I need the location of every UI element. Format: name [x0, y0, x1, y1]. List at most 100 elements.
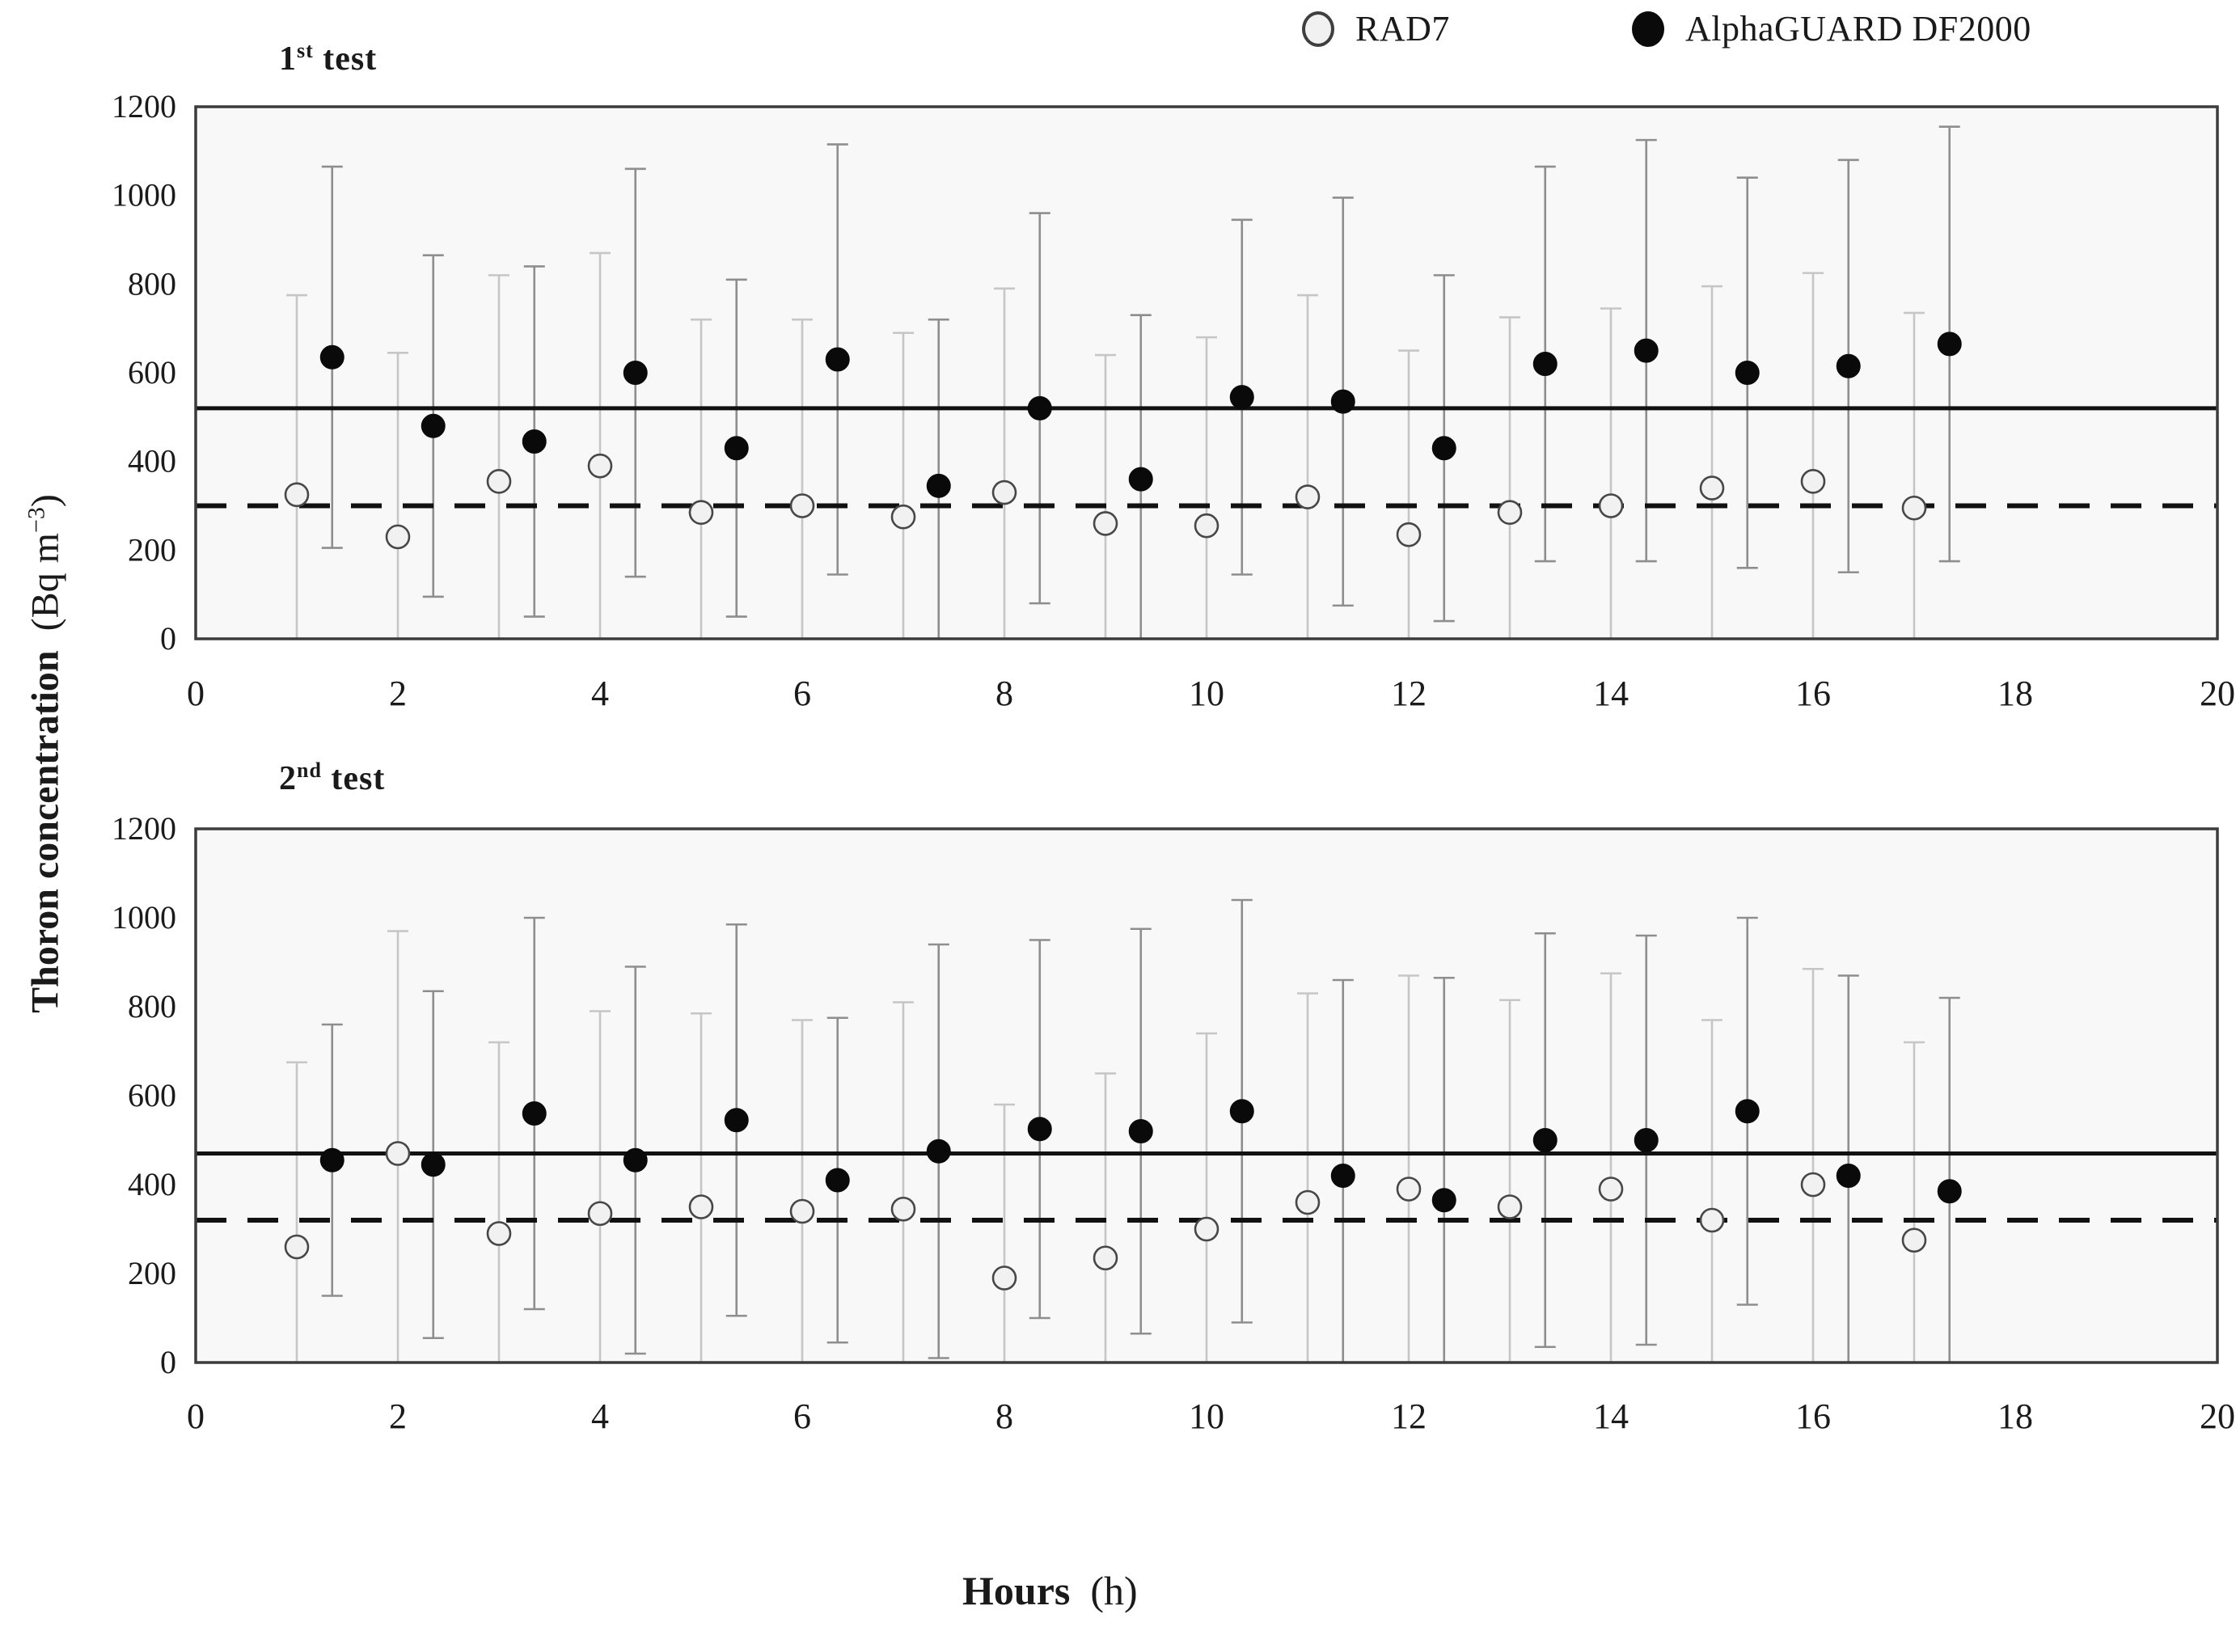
- y-tick-label: 400: [128, 1166, 176, 1202]
- data-point-rad7: [385, 1141, 411, 1166]
- x-tick-label: 20: [2200, 674, 2235, 713]
- data-point-alphaguard: [623, 1147, 648, 1172]
- data-point-alphaguard: [825, 347, 850, 372]
- data-point-rad7: [1699, 475, 1725, 501]
- data-point-rad7: [890, 1196, 916, 1222]
- data-point-rad7: [1093, 1245, 1118, 1271]
- data-point-alphaguard: [1735, 361, 1760, 385]
- data-point-alphaguard: [724, 1108, 749, 1133]
- data-point-rad7: [1497, 1194, 1523, 1219]
- x-tick-label: 4: [591, 1396, 609, 1436]
- x-tick-label: 10: [1189, 674, 1224, 713]
- data-point-rad7: [385, 524, 411, 550]
- data-point-alphaguard: [825, 1168, 850, 1193]
- data-point-alphaguard: [926, 473, 951, 498]
- data-point-alphaguard: [319, 344, 344, 370]
- data-point-alphaguard: [1937, 332, 1962, 357]
- data-point-rad7: [486, 469, 512, 494]
- data-point-rad7: [1598, 493, 1624, 518]
- data-point-rad7: [789, 1198, 815, 1224]
- data-point-alphaguard: [1937, 1179, 1962, 1204]
- data-point-alphaguard: [1634, 338, 1659, 363]
- data-point-rad7: [1800, 469, 1826, 494]
- data-point-alphaguard: [1027, 395, 1052, 420]
- data-point-rad7: [1295, 1189, 1321, 1215]
- data-point-alphaguard: [1330, 389, 1355, 414]
- data-point-rad7: [1800, 1172, 1826, 1198]
- x-tick-label: 14: [1593, 674, 1629, 713]
- y-axis-title: Thoron concentration (Bq m−3): [23, 494, 67, 1013]
- x-tick-label: 12: [1391, 674, 1427, 713]
- legend-label-alphaguard: AlphaGUARD DF2000: [1685, 9, 2031, 49]
- data-point-rad7: [890, 504, 916, 530]
- data-point-rad7: [1901, 495, 1927, 521]
- legend-label-rad7: RAD7: [1355, 9, 1450, 49]
- data-point-alphaguard: [1532, 1128, 1558, 1152]
- data-point-alphaguard: [1634, 1128, 1659, 1152]
- data-point-rad7: [1194, 1216, 1219, 1242]
- data-point-rad7: [587, 1201, 613, 1227]
- x-tick-label: 6: [793, 1396, 811, 1436]
- plot-border: [194, 105, 2219, 640]
- y-tick-label: 800: [128, 265, 176, 302]
- y-tick-label: 200: [128, 531, 176, 568]
- data-point-rad7: [284, 1234, 310, 1260]
- data-point-alphaguard: [1229, 385, 1254, 410]
- data-point-alphaguard: [1836, 353, 1861, 378]
- x-tick-label: 18: [1997, 674, 2033, 713]
- data-point-alphaguard: [1532, 352, 1558, 377]
- y-tick-label: 400: [128, 443, 176, 480]
- data-point-rad7: [1093, 511, 1118, 536]
- data-point-alphaguard: [522, 429, 547, 454]
- data-point-rad7: [1699, 1207, 1725, 1233]
- data-point-alphaguard: [522, 1101, 547, 1126]
- data-point-rad7: [1396, 1177, 1422, 1202]
- data-point-rad7: [789, 493, 815, 518]
- x-tick-label: 4: [591, 674, 609, 713]
- data-point-rad7: [587, 453, 613, 479]
- legend-item-alphaguard: AlphaGUARD DF2000: [1632, 8, 2031, 49]
- y-tick-label: 200: [128, 1255, 176, 1291]
- x-tick-label: 6: [793, 674, 811, 713]
- x-tick-label: 12: [1391, 1396, 1427, 1436]
- data-point-alphaguard: [1229, 1099, 1254, 1124]
- plot-border: [194, 827, 2219, 1364]
- data-point-alphaguard: [1431, 1188, 1456, 1213]
- data-point-rad7: [1194, 513, 1219, 539]
- legend-item-rad7: RAD7: [1302, 8, 1450, 49]
- data-point-rad7: [688, 500, 714, 526]
- x-tick-label: 20: [2200, 1396, 2235, 1436]
- data-point-alphaguard: [1330, 1164, 1355, 1188]
- data-point-alphaguard: [1128, 467, 1153, 492]
- data-point-alphaguard: [724, 436, 749, 461]
- data-point-alphaguard: [1027, 1117, 1052, 1142]
- x-tick-label: 0: [187, 1396, 205, 1436]
- x-tick-label: 16: [1795, 1396, 1831, 1436]
- data-point-rad7: [688, 1194, 714, 1219]
- panel-title-second-test: 2nd test: [279, 758, 386, 797]
- data-point-rad7: [991, 480, 1017, 505]
- data-point-alphaguard: [1128, 1119, 1153, 1143]
- x-tick-label: 16: [1795, 674, 1831, 713]
- data-point-rad7: [486, 1221, 512, 1246]
- data-point-alphaguard: [623, 361, 648, 385]
- data-point-rad7: [1497, 500, 1523, 526]
- data-point-alphaguard: [926, 1139, 951, 1164]
- data-point-rad7: [1295, 484, 1321, 509]
- x-tick-label: 8: [995, 1396, 1013, 1436]
- data-point-rad7: [284, 482, 310, 508]
- y-tick-label: 600: [128, 1077, 176, 1113]
- data-point-alphaguard: [319, 1147, 344, 1172]
- panel-title-first-test: 1st test: [279, 39, 378, 78]
- x-tick-label: 0: [187, 674, 205, 713]
- x-tick-label: 18: [1997, 1396, 2033, 1436]
- x-tick-label: 2: [389, 674, 407, 713]
- data-point-rad7: [1396, 522, 1422, 547]
- data-point-alphaguard: [1836, 1164, 1861, 1188]
- x-tick-label: 10: [1189, 1396, 1224, 1436]
- x-tick-label: 2: [389, 1396, 407, 1436]
- y-tick-label: 1200: [112, 810, 176, 847]
- open-circle-icon: [1302, 11, 1334, 47]
- data-point-alphaguard: [1431, 436, 1456, 461]
